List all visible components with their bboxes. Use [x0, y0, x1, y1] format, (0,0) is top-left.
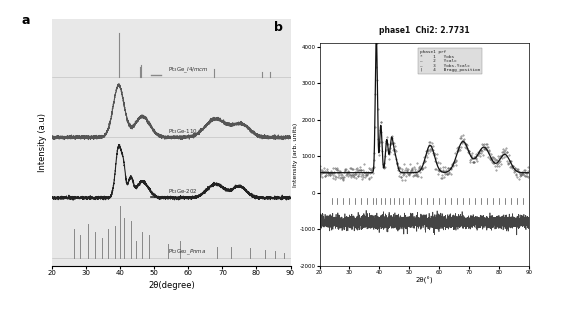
Text: phase1 prf
*    1   Yobs
—    2   Ycalc
—    3   Yobs-Ycalc
|    4   Bragg_posit: phase1 prf * 1 Yobs — 2 Ycalc — 3 Yobs-Y… [420, 50, 480, 72]
Text: Pt$_3$Ge_$I4/mcm$: Pt$_3$Ge_$I4/mcm$ [168, 66, 209, 75]
Text: Pt$_3$Ge-202: Pt$_3$Ge-202 [168, 188, 198, 197]
Y-axis label: Intensity (arb. units): Intensity (arb. units) [293, 122, 298, 187]
Text: b: b [274, 21, 282, 34]
X-axis label: 2θ(degree): 2θ(degree) [148, 281, 195, 290]
X-axis label: 2θ(°): 2θ(°) [415, 276, 433, 284]
Text: phase1  Chi2: 2.7731: phase1 Chi2: 2.7731 [379, 26, 469, 36]
Text: Pt$_3$Ge-110: Pt$_3$Ge-110 [168, 127, 198, 136]
Text: a: a [21, 14, 30, 27]
Text: Pt$_2$Ge$_2$_$Pnma$: Pt$_2$Ge$_2$_$Pnma$ [168, 248, 206, 257]
Y-axis label: Intensity (a.u): Intensity (a.u) [38, 113, 46, 171]
